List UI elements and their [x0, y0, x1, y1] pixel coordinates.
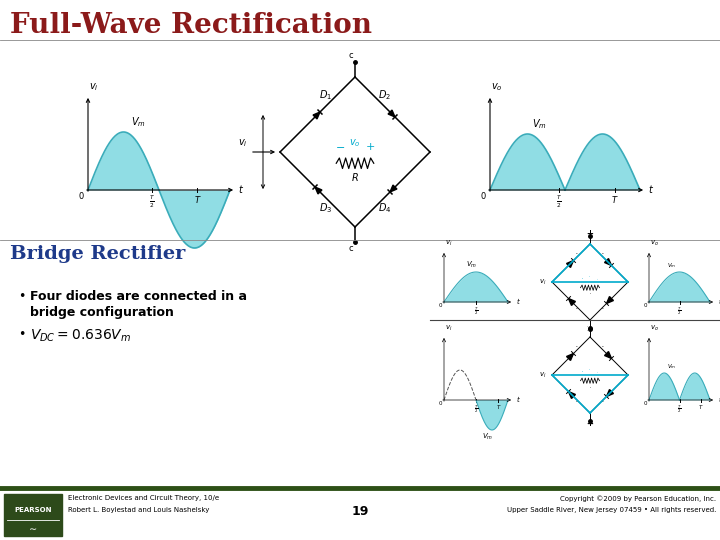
Text: Upper Saddle River, New Jersey 07459 • All rights reserved.: Upper Saddle River, New Jersey 07459 • A…	[507, 507, 716, 513]
Text: $D_2$: $D_2$	[601, 252, 606, 257]
Text: 0: 0	[78, 192, 84, 201]
Text: $T$: $T$	[698, 403, 703, 411]
Text: bridge configuration: bridge configuration	[30, 306, 174, 319]
Text: $R$: $R$	[588, 384, 591, 389]
Text: +: +	[587, 229, 593, 238]
Text: $D_2$: $D_2$	[377, 89, 390, 103]
Text: $D_4$: $D_4$	[601, 400, 606, 406]
Text: $V_m$: $V_m$	[467, 260, 477, 270]
Text: Electronic Devices and Circuit Theory, 10/e: Electronic Devices and Circuit Theory, 1…	[68, 495, 219, 501]
Polygon shape	[567, 354, 573, 361]
Text: $T$: $T$	[611, 194, 618, 205]
Text: $v_i$: $v_i$	[89, 81, 99, 93]
Text: $\frac{T}{2}$: $\frac{T}{2}$	[678, 305, 682, 317]
Polygon shape	[315, 187, 322, 194]
Text: 0: 0	[481, 192, 486, 201]
Text: $v_o$: $v_o$	[349, 137, 361, 149]
Text: $v_o$: $v_o$	[650, 324, 659, 333]
Text: $+$: $+$	[596, 276, 599, 282]
Text: $V_m$: $V_m$	[532, 117, 546, 131]
Text: $V_m$: $V_m$	[667, 261, 677, 270]
Text: $-$: $-$	[581, 276, 584, 281]
Text: $t$: $t$	[648, 183, 654, 195]
Text: $T$: $T$	[495, 403, 501, 411]
Text: 0: 0	[644, 303, 647, 308]
Text: $V_m$: $V_m$	[482, 432, 494, 442]
Text: $v_i$: $v_i$	[445, 239, 452, 248]
Text: $\frac{T}{2}$: $\frac{T}{2}$	[556, 194, 562, 211]
Text: $D_3$: $D_3$	[575, 307, 579, 312]
Text: c: c	[348, 244, 353, 253]
Text: $v_i$: $v_i$	[238, 137, 248, 149]
Text: $-$: $-$	[335, 141, 345, 151]
Text: $V_m$: $V_m$	[667, 362, 677, 371]
Text: $\frac{T}{2}$: $\frac{T}{2}$	[474, 403, 478, 415]
Text: $v_o$: $v_o$	[588, 368, 592, 373]
Text: $t$: $t$	[718, 394, 720, 404]
Text: $t$: $t$	[238, 183, 244, 195]
Text: Bridge Rectifier: Bridge Rectifier	[10, 245, 185, 263]
Polygon shape	[606, 296, 613, 303]
Text: $V_m$: $V_m$	[130, 115, 145, 129]
Text: 19: 19	[351, 505, 369, 518]
Text: $D_4$: $D_4$	[601, 307, 606, 312]
Text: Full-Wave Rectification: Full-Wave Rectification	[10, 12, 372, 39]
Text: +: +	[587, 419, 593, 428]
Text: $\frac{T}{2}$: $\frac{T}{2}$	[149, 194, 155, 211]
Text: $D_1$: $D_1$	[575, 345, 579, 350]
Text: $v_o$: $v_o$	[491, 81, 503, 93]
Polygon shape	[569, 299, 575, 306]
Polygon shape	[313, 112, 320, 119]
Text: Copyright ©2009 by Pearson Education, Inc.: Copyright ©2009 by Pearson Education, In…	[560, 495, 716, 502]
Text: $\frac{T}{2}$: $\frac{T}{2}$	[678, 403, 682, 415]
Text: $\frac{T}{2}$: $\frac{T}{2}$	[474, 305, 478, 317]
Bar	[4, 494, 62, 536]
Text: $D_3$: $D_3$	[319, 201, 333, 215]
Text: $v_o$: $v_o$	[588, 275, 592, 280]
Polygon shape	[390, 185, 397, 192]
Text: ∼: ∼	[29, 524, 37, 534]
Text: •: •	[18, 290, 25, 303]
Text: $v_o$: $v_o$	[650, 239, 659, 248]
Text: $R$: $R$	[351, 171, 359, 183]
Text: •: •	[18, 328, 25, 341]
Text: $+$: $+$	[596, 369, 599, 375]
Text: $D_1$: $D_1$	[320, 89, 333, 103]
Polygon shape	[569, 392, 575, 399]
Text: $T$: $T$	[194, 194, 201, 205]
Text: 0: 0	[644, 401, 647, 406]
Text: $t$: $t$	[718, 296, 720, 306]
Text: $D_1$: $D_1$	[575, 252, 579, 257]
Text: $D_4$: $D_4$	[377, 201, 391, 215]
Text: $R$: $R$	[588, 292, 591, 296]
Text: $V_{DC} = 0.636V_m$: $V_{DC} = 0.636V_m$	[30, 328, 131, 345]
Polygon shape	[388, 110, 395, 117]
Text: Robert L. Boylestad and Louis Nashelsky: Robert L. Boylestad and Louis Nashelsky	[68, 507, 210, 513]
Text: 0: 0	[438, 303, 442, 308]
Polygon shape	[605, 352, 611, 359]
Text: $v_i$: $v_i$	[539, 278, 546, 287]
Text: $t$: $t$	[516, 296, 521, 306]
Text: c: c	[348, 51, 353, 60]
Text: $t$: $t$	[516, 394, 521, 404]
Text: $D_3$: $D_3$	[575, 400, 579, 406]
Polygon shape	[605, 259, 611, 266]
Text: $+$: $+$	[365, 140, 375, 152]
Text: 0: 0	[438, 401, 442, 406]
Polygon shape	[567, 260, 573, 267]
Text: $v_i$: $v_i$	[539, 370, 546, 380]
Polygon shape	[606, 389, 613, 396]
Text: Four diodes are connected in a: Four diodes are connected in a	[30, 290, 247, 303]
Text: $v_i$: $v_i$	[445, 324, 452, 333]
Text: $-$: $-$	[581, 369, 584, 374]
Text: PEARSON: PEARSON	[14, 507, 52, 513]
Text: $D_2$: $D_2$	[601, 345, 606, 350]
